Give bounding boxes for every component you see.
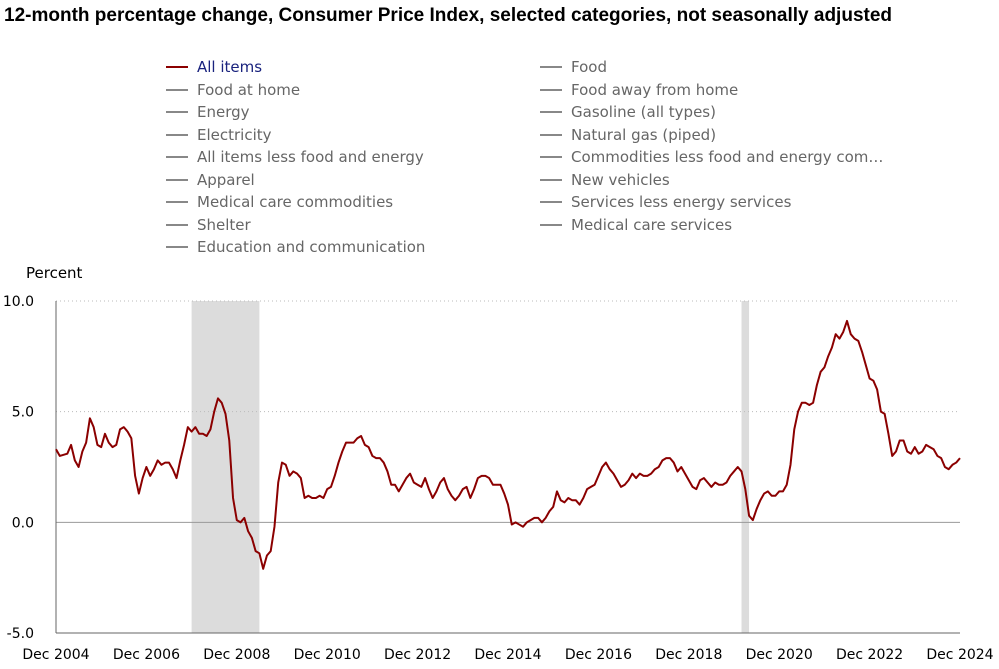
legend-label: Electricity <box>197 125 272 144</box>
legend-swatch <box>166 223 188 226</box>
legend-label: All items less food and energy <box>197 148 424 167</box>
x-tick-label: Dec 2006 <box>113 647 180 663</box>
legend-label: Food <box>571 58 607 77</box>
legend-swatch <box>540 156 562 159</box>
series-layer <box>55 319 961 570</box>
recession-band-1 <box>191 301 260 633</box>
legend-label: Food away from home <box>571 80 739 99</box>
legend-item-services-less-energy-services[interactable]: Services less energy services <box>540 191 883 214</box>
legend-swatch <box>540 88 562 91</box>
legend-label: Food at home <box>197 80 301 99</box>
legend-item-new-vehicles[interactable]: New vehicles <box>540 169 883 192</box>
legend-swatch <box>540 133 562 136</box>
legend-item-medical-care-commodities[interactable]: Medical care commodities <box>166 191 425 214</box>
y-tick-label: 10.0 <box>3 294 34 310</box>
legend-item-food-away-from-home[interactable]: Food away from home <box>540 79 883 102</box>
x-tick-label: Dec 2020 <box>746 647 813 663</box>
legend-label: Apparel <box>197 170 255 189</box>
line-chart: 10.0 5.0 0.0 -5.0 Dec 2004 Dec 2006 Dec 2008 De… <box>3 294 994 663</box>
legend-label: Education and communication <box>197 238 426 257</box>
legend-item-education-and-communication[interactable]: Education and communication <box>166 236 425 259</box>
legend-label: Natural gas (piped) <box>571 125 717 144</box>
legend-label: Energy <box>197 103 250 122</box>
legend-item-electricity[interactable]: Electricity <box>166 124 425 147</box>
recession-shading <box>191 301 750 633</box>
legend-swatch <box>166 133 188 136</box>
legend-item-food-at-home[interactable]: Food at home <box>166 79 425 102</box>
legend-item-apparel[interactable]: Apparel <box>166 169 425 192</box>
legend-swatch <box>166 246 188 249</box>
x-tick-label: Dec 2022 <box>836 647 903 663</box>
gridlines <box>56 300 960 523</box>
legend-label: Gasoline (all types) <box>571 103 716 122</box>
legend-swatch <box>540 111 562 114</box>
legend-label: Commodities less food and energy com… <box>571 148 884 167</box>
x-tick-label: Dec 2012 <box>384 647 451 663</box>
axes <box>55 301 960 634</box>
legend-item-shelter[interactable]: Shelter <box>166 214 425 237</box>
y-axis-label: Percent <box>26 264 83 282</box>
x-tick-label: Dec 2016 <box>565 647 632 663</box>
legend-swatch <box>166 66 188 69</box>
legend-swatch <box>540 178 562 181</box>
x-tick-label: Dec 2024 <box>926 647 993 663</box>
legend-item-gasoline-all-types[interactable]: Gasoline (all types) <box>540 101 883 124</box>
legend-item-all-items-less-food-and-energy[interactable]: All items less food and energy <box>166 146 425 169</box>
legend-swatch <box>540 201 562 204</box>
legend-column-left: All items Food at home Energy Electricity Al… <box>166 56 425 259</box>
y-tick-label: 5.0 <box>12 405 34 421</box>
legend-label: Medical care commodities <box>197 193 394 212</box>
series-line-1[interactable] <box>55 319 961 570</box>
x-tick-label: Dec 2014 <box>474 647 541 663</box>
legend-label: New vehicles <box>571 170 670 189</box>
legend-swatch <box>166 201 188 204</box>
legend-swatch <box>166 111 188 114</box>
y-tick-label: -5.0 <box>7 626 34 642</box>
legend-swatch <box>166 156 188 159</box>
tick-labels: 10.0 5.0 0.0 -5.0 Dec 2004 Dec 2006 Dec 2008 De… <box>3 294 994 663</box>
legend-label: Medical care services <box>571 215 733 234</box>
x-tick-label: Dec 2018 <box>655 647 722 663</box>
legend-swatch <box>540 66 562 69</box>
legend-swatch <box>540 223 562 226</box>
x-tick-label: Dec 2010 <box>294 647 361 663</box>
y-tick-label: 0.0 <box>12 515 34 531</box>
legend-label: All items <box>197 58 263 77</box>
legend-item-energy[interactable]: Energy <box>166 101 425 124</box>
legend-item-food[interactable]: Food <box>540 56 883 79</box>
legend-swatch <box>166 88 188 91</box>
legend-label: Services less energy services <box>571 193 792 212</box>
x-tick-label: Dec 2008 <box>203 647 270 663</box>
legend-label: Shelter <box>197 215 251 234</box>
x-tick-label: Dec 2004 <box>22 647 89 663</box>
legend-column-right: Food Food away from home Gasoline (all typ… <box>540 56 883 236</box>
legend-item-all-items[interactable]: All items <box>166 56 425 79</box>
chart-title: 12-month percentage change, Consumer Pri… <box>4 5 893 26</box>
recession-band-2 <box>741 301 750 633</box>
legend-item-commodities-less-food-and-energy-com[interactable]: Commodities less food and energy com… <box>540 146 883 169</box>
legend-item-medical-care-services[interactable]: Medical care services <box>540 214 883 237</box>
legend-swatch <box>166 178 188 181</box>
legend-item-natural-gas-piped[interactable]: Natural gas (piped) <box>540 124 883 147</box>
